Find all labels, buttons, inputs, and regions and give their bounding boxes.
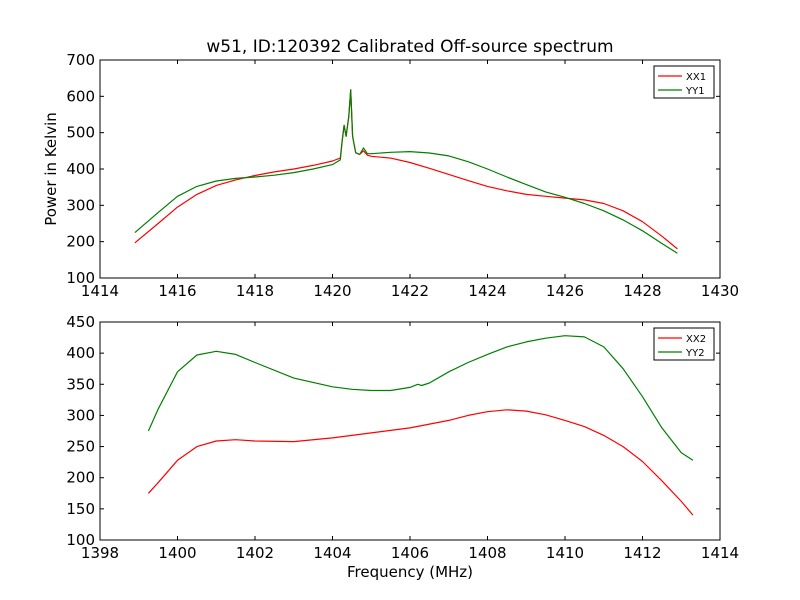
x-tick-label: 1412 — [623, 544, 661, 562]
x-tick-label: 1430 — [701, 282, 739, 300]
y-tick-label: 200 — [66, 469, 95, 487]
y-tick-label: 500 — [66, 124, 95, 142]
y-tick-label: 350 — [66, 375, 95, 393]
legend-box — [653, 65, 715, 99]
legend-label-yy1: YY1 — [685, 86, 705, 97]
plot-frame — [99, 321, 721, 541]
y-tick-label: 700 — [66, 51, 95, 69]
x-tick-label: 1426 — [546, 282, 584, 300]
x-tick-label: 1428 — [623, 282, 661, 300]
y-tick-label: 100 — [66, 269, 95, 287]
legend-label-yy2: YY2 — [685, 348, 705, 359]
x-tick-label: 1404 — [313, 544, 351, 562]
series-line-xx1 — [134, 89, 678, 250]
x-tick-label: 1408 — [468, 544, 506, 562]
y-tick-label: 300 — [66, 196, 95, 214]
y-tick-label: 400 — [66, 160, 95, 178]
series-line-xx2 — [147, 409, 694, 516]
x-tick-label: 1410 — [546, 544, 584, 562]
y-tick-label: 100 — [66, 531, 95, 549]
x-tick-label: 1400 — [158, 544, 196, 562]
chart-panel-2: 1398 1400 1402 1404 1406 1408 1410 1412 1414 100 1… — [66, 313, 739, 581]
x-tick-label: 1402 — [236, 544, 274, 562]
legend-label-xx2: XX2 — [686, 334, 706, 345]
y-tick-label: 250 — [66, 438, 95, 456]
x-tick-label: 1416 — [158, 282, 196, 300]
series-line-yy2 — [147, 335, 694, 461]
plot-frame — [99, 59, 721, 279]
x-tick-label: 1414 — [81, 282, 119, 300]
x-axis-label: Frequency (MHz) — [347, 563, 473, 581]
y-tick-label: 200 — [66, 233, 95, 251]
x-tick-label: 1422 — [391, 282, 429, 300]
y-tick-label: 450 — [66, 313, 95, 331]
x-tick-label: 1418 — [236, 282, 274, 300]
y-tick-label: 400 — [66, 344, 95, 362]
y-tick-label: 300 — [66, 406, 95, 424]
series-line-yy1 — [134, 89, 678, 254]
y-axis-label: Power in Kelvin — [42, 112, 60, 226]
chart-title: w51, ID:120392 Calibrated Off-source spe… — [206, 37, 613, 57]
x-tick-label: 1424 — [468, 282, 506, 300]
x-tick-label: 1420 — [313, 282, 351, 300]
x-tick-label: 1414 — [701, 544, 739, 562]
chart-panel-1: 1414 1416 1418 1420 1422 1424 1426 1428 1430 100 2… — [42, 37, 739, 300]
x-tick-label: 1398 — [81, 544, 119, 562]
x-tick-label: 1406 — [391, 544, 429, 562]
y-tick-label: 600 — [66, 87, 95, 105]
y-tick-label: 150 — [66, 500, 95, 518]
legend-box — [653, 327, 715, 361]
legend-label-xx1: XX1 — [686, 72, 706, 83]
